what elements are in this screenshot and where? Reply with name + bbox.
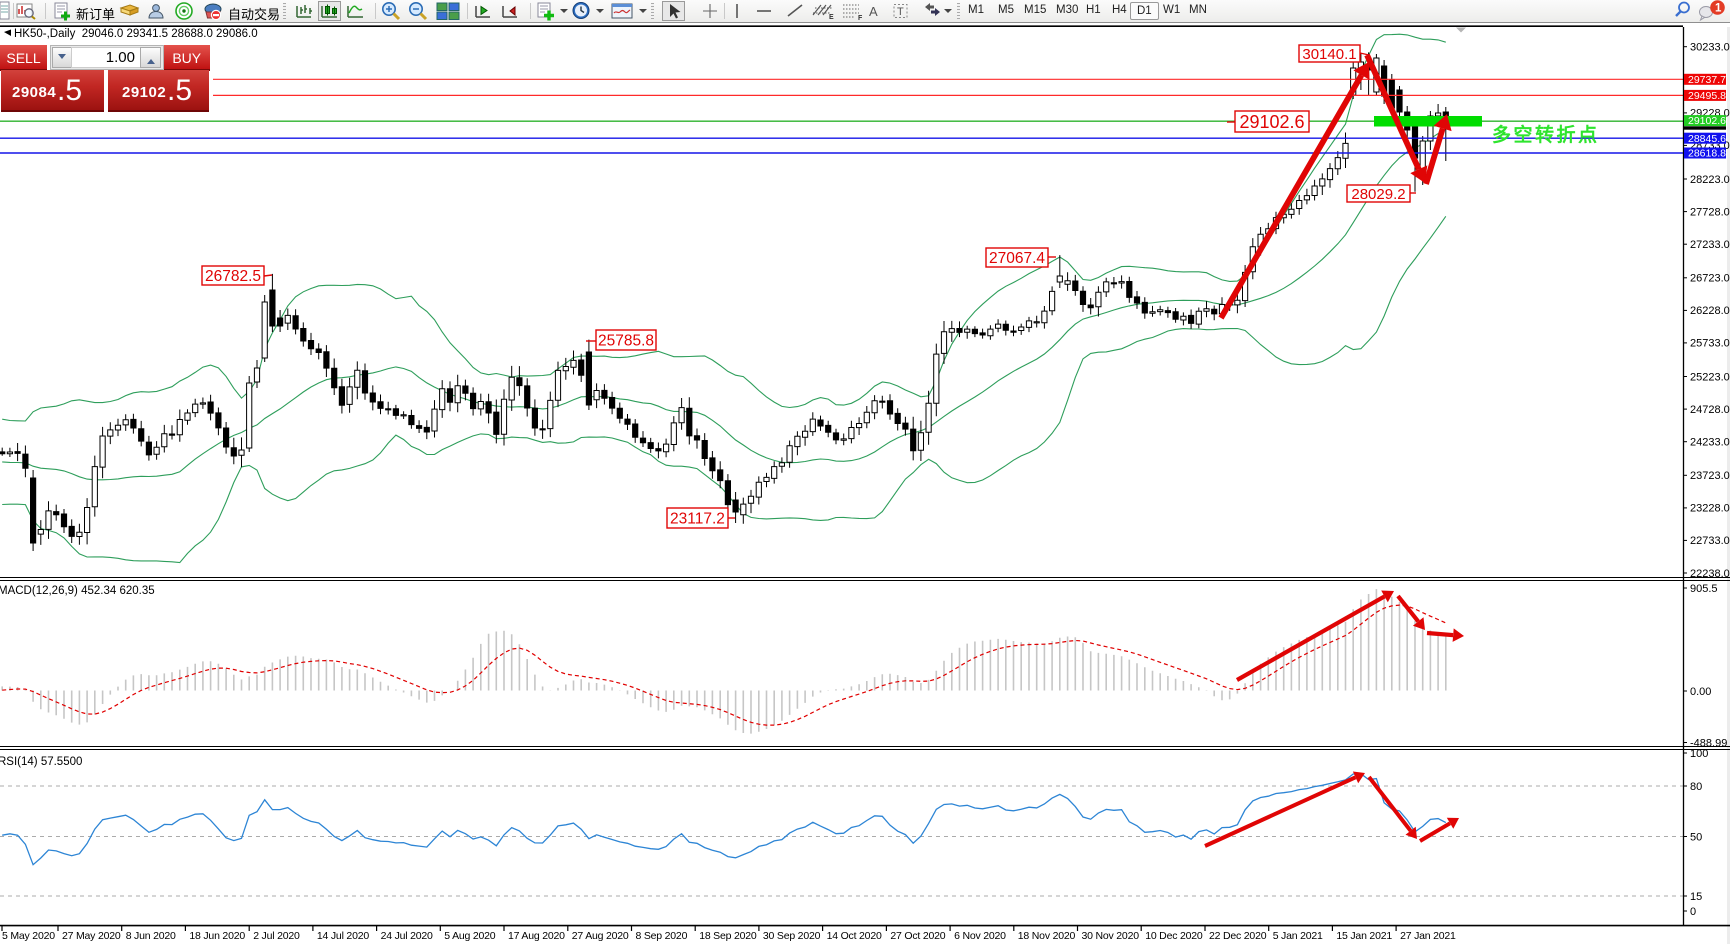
svg-text:29102.6: 29102.6 — [1688, 115, 1726, 127]
svg-text:24728.0: 24728.0 — [1690, 404, 1730, 416]
svg-text:29102.6: 29102.6 — [1239, 112, 1304, 132]
svg-text:28845.6: 28845.6 — [1688, 133, 1726, 145]
svg-text:HK50-,Daily 29046.0 29341.5 2: HK50-,Daily 29046.0 29341.5 28688.0 2908… — [14, 28, 258, 40]
svg-text:1: 1 — [1715, 3, 1722, 15]
svg-text:30 Nov 2020: 30 Nov 2020 — [1082, 930, 1140, 942]
svg-text:27 Jan 2021: 27 Jan 2021 — [1400, 930, 1456, 942]
svg-text:26782.5: 26782.5 — [205, 268, 261, 285]
svg-text:5 Jan 2021: 5 Jan 2021 — [1273, 930, 1323, 942]
svg-text:27067.4: 27067.4 — [989, 250, 1045, 267]
svg-text:5 Aug 2020: 5 Aug 2020 — [444, 930, 495, 942]
svg-text:23228.0: 23228.0 — [1690, 503, 1730, 515]
svg-text:18 Sep 2020: 18 Sep 2020 — [699, 930, 757, 942]
svg-text:27 Oct 2020: 27 Oct 2020 — [890, 930, 945, 942]
svg-text:80: 80 — [1690, 781, 1702, 793]
svg-text:23723.0: 23723.0 — [1690, 470, 1730, 482]
svg-text:多空转折点: 多空转折点 — [1492, 123, 1600, 146]
svg-text:28029.2: 28029.2 — [1351, 186, 1405, 203]
svg-text:905.5: 905.5 — [1690, 583, 1718, 595]
svg-text:25223.0: 25223.0 — [1690, 371, 1730, 383]
svg-text:28223.0: 28223.0 — [1690, 174, 1730, 186]
svg-text:8 Jun 2020: 8 Jun 2020 — [126, 930, 176, 942]
svg-text:27 May 2020: 27 May 2020 — [62, 930, 121, 942]
svg-text:MACD(12,26,9) 452.34 620.35: MACD(12,26,9) 452.34 620.35 — [0, 585, 155, 597]
svg-text:28618.8: 28618.8 — [1688, 148, 1726, 160]
svg-text:15: 15 — [1690, 891, 1702, 903]
svg-text:24 Jul 2020: 24 Jul 2020 — [381, 930, 433, 942]
svg-text:100: 100 — [1690, 748, 1708, 760]
svg-text:22238.0: 22238.0 — [1690, 568, 1730, 580]
svg-text:10 Dec 2020: 10 Dec 2020 — [1145, 930, 1203, 942]
svg-text:RSI(14) 57.5500: RSI(14) 57.5500 — [0, 756, 82, 768]
svg-text:T: T — [897, 6, 904, 18]
svg-text:24233.0: 24233.0 — [1690, 437, 1730, 449]
svg-text:27233.0: 27233.0 — [1690, 239, 1730, 251]
svg-text:14 Oct 2020: 14 Oct 2020 — [827, 930, 882, 942]
svg-text:30 Sep 2020: 30 Sep 2020 — [763, 930, 821, 942]
svg-text:26723.0: 26723.0 — [1690, 273, 1730, 285]
svg-text:17 Aug 2020: 17 Aug 2020 — [508, 930, 565, 942]
svg-text:18 Jun 2020: 18 Jun 2020 — [189, 930, 245, 942]
svg-text:27728.0: 27728.0 — [1690, 206, 1730, 218]
svg-text:30233.0: 30233.0 — [1690, 42, 1730, 54]
svg-text:27 Aug 2020: 27 Aug 2020 — [572, 930, 629, 942]
svg-text:6 Nov 2020: 6 Nov 2020 — [954, 930, 1006, 942]
svg-text:5 May 2020: 5 May 2020 — [2, 930, 55, 942]
svg-text:30140.1: 30140.1 — [1302, 46, 1356, 63]
svg-text:25733.0: 25733.0 — [1690, 338, 1730, 350]
svg-text:18 Nov 2020: 18 Nov 2020 — [1018, 930, 1076, 942]
svg-text:E: E — [829, 14, 834, 21]
svg-text:22733.0: 22733.0 — [1690, 535, 1730, 547]
svg-text:14 Jul 2020: 14 Jul 2020 — [317, 930, 369, 942]
svg-text:26228.0: 26228.0 — [1690, 305, 1730, 317]
svg-text:2 Jul 2020: 2 Jul 2020 — [253, 930, 300, 942]
svg-text:50: 50 — [1690, 831, 1702, 843]
svg-text:A: A — [869, 4, 878, 19]
svg-text:22 Dec 2020: 22 Dec 2020 — [1209, 930, 1267, 942]
svg-text:29737.7: 29737.7 — [1688, 74, 1726, 86]
svg-text:F: F — [858, 15, 863, 22]
svg-text:23117.2: 23117.2 — [670, 511, 725, 528]
svg-text:29495.8: 29495.8 — [1688, 90, 1726, 102]
svg-text:0.00: 0.00 — [1690, 686, 1711, 698]
svg-text:0: 0 — [1690, 906, 1696, 918]
svg-text:25785.8: 25785.8 — [598, 333, 654, 350]
svg-text:8 Sep 2020: 8 Sep 2020 — [636, 930, 688, 942]
svg-text:15 Jan 2021: 15 Jan 2021 — [1336, 930, 1392, 942]
